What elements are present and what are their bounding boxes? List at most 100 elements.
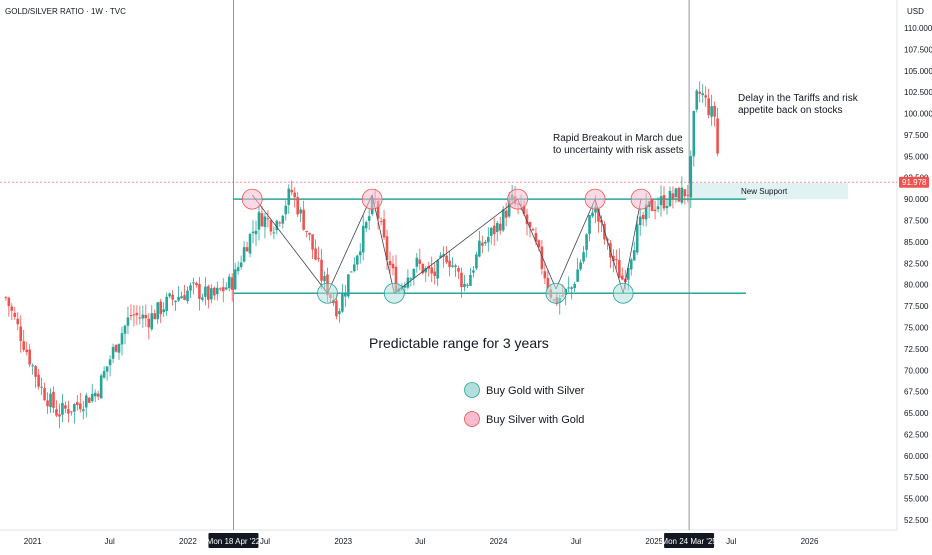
candle-body <box>177 296 180 301</box>
candle-body <box>269 220 273 232</box>
trend-line <box>622 199 642 294</box>
candle-body <box>25 349 28 353</box>
candle-body <box>534 232 538 242</box>
candle-body <box>278 222 282 224</box>
y-tick-label: 77.500 <box>904 302 929 311</box>
trend-line-group <box>251 194 642 294</box>
candle-body <box>135 312 139 316</box>
y-tick-label: 75.000 <box>904 323 929 332</box>
y-tick-label: 100.000 <box>904 110 932 119</box>
range-annotation: Predictable range for 3 years <box>369 335 549 351</box>
candle-body <box>615 259 618 261</box>
candle-body <box>189 285 192 291</box>
candle-body <box>644 204 648 220</box>
candle-body <box>632 250 636 261</box>
x-tick-label: 2025 <box>645 537 663 546</box>
candle-body <box>210 288 213 300</box>
candle-body <box>382 219 386 238</box>
y-tick-label: 95.000 <box>904 152 929 161</box>
candle-body <box>230 277 234 290</box>
candle-body <box>81 409 85 412</box>
current-price-tag-text: 91.978 <box>902 178 927 187</box>
candle-body <box>302 209 305 230</box>
candle-body <box>159 301 163 315</box>
candle-body <box>376 201 380 219</box>
candle-body <box>52 391 55 408</box>
highlight-date-bg <box>208 533 259 548</box>
candle-body <box>31 365 34 367</box>
candle-body <box>501 209 505 231</box>
candle-body <box>352 264 356 272</box>
candle-body <box>10 306 14 311</box>
trend-line <box>555 198 596 290</box>
candle-body <box>522 205 526 214</box>
candle-body <box>445 255 448 263</box>
candle-body <box>162 309 165 313</box>
x-tick-label: Jul <box>105 537 115 546</box>
trend-line <box>251 194 328 294</box>
y-tick-label: 110.000 <box>904 24 932 33</box>
candle-body <box>626 268 630 280</box>
candle-body <box>96 393 100 397</box>
y-tick-label: 102.500 <box>904 88 932 97</box>
x-tick-group: 2021 Jul 2022 Jul 2023 Jul 2024 Jul 2025 Jul 2026 <box>24 537 819 546</box>
candle-body <box>448 260 451 267</box>
candle-body <box>385 236 389 261</box>
candle-body <box>257 212 261 230</box>
candle-body <box>165 296 168 311</box>
candle-body <box>290 189 294 193</box>
candle-body <box>355 255 359 265</box>
legend-buy-gold-label: Buy Gold with Silver <box>486 385 585 397</box>
candle-body <box>22 341 26 350</box>
candle-body <box>108 359 112 366</box>
candle-body <box>656 206 660 210</box>
candle-body <box>674 188 678 198</box>
candle-body <box>418 259 422 264</box>
candle-body <box>215 287 219 295</box>
candle-body <box>87 397 91 403</box>
candle-body <box>358 251 362 256</box>
candle-body <box>73 404 76 412</box>
candle-body <box>489 227 493 236</box>
candle-body <box>695 90 699 110</box>
highlight-date-label: Mon 24 Mar '25 <box>661 537 717 546</box>
candle-body <box>236 267 240 272</box>
y-tick-label: 62.500 <box>904 430 929 439</box>
candle-body <box>338 311 341 314</box>
candle-body <box>198 284 201 299</box>
candle-body <box>141 314 145 319</box>
buy-silver-marker <box>241 188 263 210</box>
candle-body <box>701 93 705 96</box>
candle-body <box>677 187 681 202</box>
current-price-tag: 91.978 <box>899 176 929 188</box>
candle-body <box>635 224 639 253</box>
candle-body <box>347 274 350 297</box>
candle-body <box>207 286 210 300</box>
candle-body <box>436 260 439 279</box>
y-tick-label: 82.500 <box>904 259 929 268</box>
y-tick-label: 52.500 <box>904 516 929 525</box>
candle-body <box>308 232 311 235</box>
candle-body <box>454 265 457 268</box>
legend-buy-silver-label: Buy Silver with Gold <box>486 414 584 426</box>
candle-body <box>540 246 544 269</box>
candle-body <box>320 259 323 281</box>
candle-body <box>394 266 398 292</box>
candle-body <box>61 402 64 415</box>
candle-body <box>79 403 82 410</box>
price-axis-unit: USD <box>907 7 924 16</box>
candle-body <box>403 285 407 288</box>
candle-body <box>486 236 490 243</box>
legend-buy-silver-marker <box>464 411 480 427</box>
trend-line <box>371 194 395 294</box>
candle-body <box>484 241 487 244</box>
candle-body <box>248 233 252 254</box>
candle-body <box>391 263 395 269</box>
candle-body <box>662 195 666 209</box>
candle-body <box>192 282 195 284</box>
candle-body <box>528 221 532 228</box>
candle-body <box>612 255 615 262</box>
candle-body <box>99 375 103 399</box>
candle-body <box>504 210 508 218</box>
